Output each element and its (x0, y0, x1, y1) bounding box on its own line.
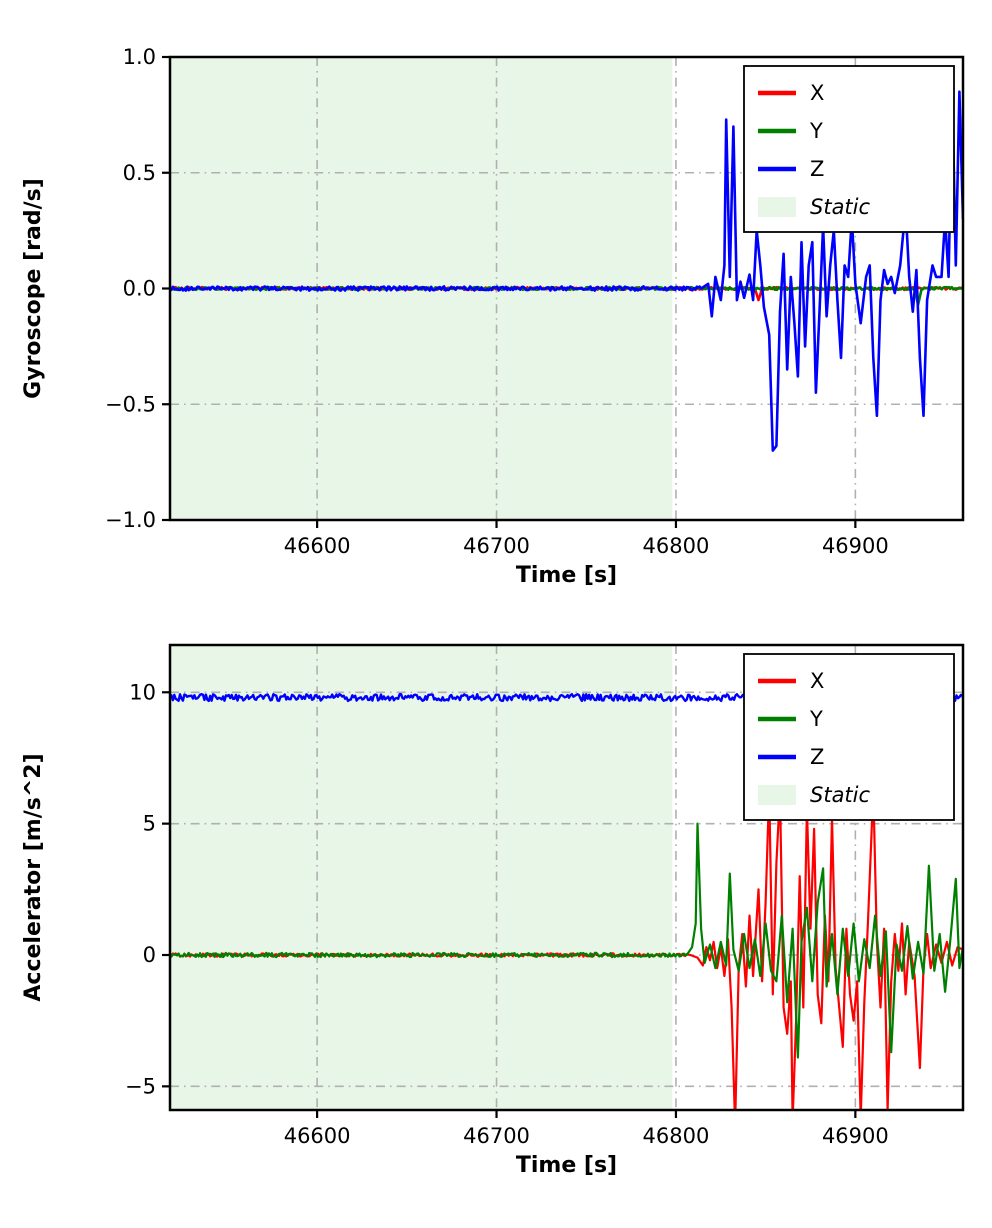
x-tick-label: 46600 (284, 1124, 351, 1148)
legend-label-X: X (810, 81, 824, 105)
legend-swatch-Static (758, 785, 796, 805)
y-tick-label: 0.0 (123, 277, 156, 301)
x-tick-label: 46700 (463, 534, 530, 558)
gyroscope-chart: 46600 46700 46800 46900 −1.0 −0.5 0.0 0.5 1.0 Tim… (21, 45, 965, 588)
y-tick-label: 10 (129, 680, 156, 704)
gyroscope-plot-svg: 46600 46700 46800 46900 −1.0 −0.5 0.0 0.5 1.0 Tim… (21, 45, 965, 588)
legend: XYZ Static (743, 65, 955, 233)
x-axis-label: Time [s] (516, 1153, 617, 1178)
y-axis-label: Gyroscope [rad/s] (21, 178, 46, 399)
y-tick-label: −0.5 (105, 392, 156, 416)
y-tick-label: 0.5 (123, 161, 156, 185)
x-tick-label: 46800 (643, 1124, 710, 1148)
series-group (170, 90, 963, 452)
y-tick-label: −5 (125, 1074, 156, 1098)
x-tick-label: 46700 (463, 1124, 530, 1148)
series-Y-line (170, 822, 963, 1059)
y-tick-label: 1.0 (123, 45, 156, 69)
legend-label-X: X (810, 669, 824, 693)
series-Z-line (170, 90, 963, 452)
y-axis-label: Accelerator [m/s^2] (21, 753, 46, 1001)
legend-swatch-Static (758, 197, 796, 217)
accelerator-plot-svg: 46600 46700 46800 46900 −5 0 5 10 Time [s] Accele… (21, 643, 965, 1178)
accelerator-chart: 46600 46700 46800 46900 −5 0 5 10 Time [s] Accele… (0, 614, 992, 1228)
static-region (170, 645, 673, 1110)
legend-label-Z: Z (810, 745, 824, 769)
y-tick-label: −1.0 (105, 508, 156, 532)
legend-label-Static: Static (810, 783, 871, 807)
x-tick-label: 46800 (643, 534, 710, 558)
y-tick-label: 5 (143, 812, 156, 836)
legend-label-Y: Y (809, 707, 823, 731)
x-tick-label: 46600 (284, 534, 351, 558)
y-tick-label: 0 (143, 943, 156, 967)
legend-label-Static: Static (810, 195, 871, 219)
x-tick-label: 46900 (822, 1124, 889, 1148)
legend-label-Y: Y (809, 119, 823, 143)
legend-label-Z: Z (810, 157, 824, 181)
x-axis-label: Time [s] (516, 563, 617, 588)
x-tick-label: 46900 (822, 534, 889, 558)
legend: XYZ Static (743, 653, 955, 821)
plot-border (168, 643, 965, 1112)
